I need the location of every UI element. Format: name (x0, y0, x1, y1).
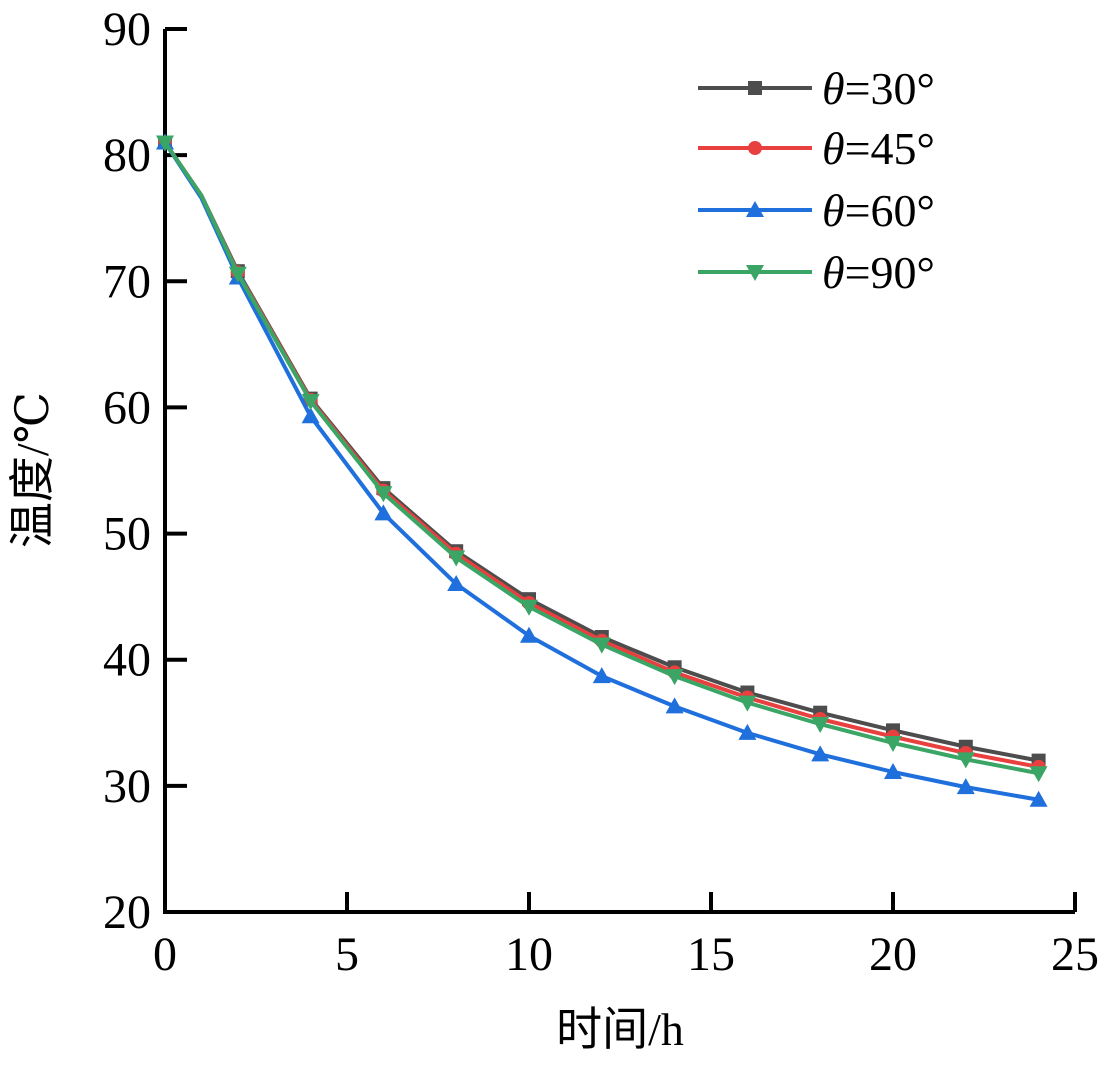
triangle-down-marker (746, 265, 764, 281)
triangle-up-marker (746, 201, 764, 217)
triangle-up-marker (738, 723, 757, 740)
axes: 20 30 40 50 60 70 80 90 0 5 10 15 20 25 (103, 3, 1099, 981)
triangle-up-marker (811, 745, 830, 762)
triangle-down-marker (884, 735, 902, 752)
triangle-up-marker (956, 778, 975, 795)
triangle-down-marker (156, 135, 174, 152)
triangle-down-marker (520, 599, 538, 616)
legend-value: =30° (845, 63, 935, 114)
theta-symbol: θ (822, 247, 845, 298)
x-tick-label: 0 (153, 928, 177, 981)
triangle-down-marker (228, 266, 247, 283)
theta-symbol: θ (822, 63, 845, 114)
legend-item: θ=30° (698, 63, 935, 114)
triangle-up-marker (665, 697, 684, 714)
y-tick-label: 80 (103, 129, 151, 182)
y-tick-label: 70 (103, 255, 151, 308)
circle-marker (748, 141, 762, 155)
triangle-up-marker (1029, 790, 1048, 807)
y-axis-label: 温度/℃ (7, 392, 58, 548)
legend-value: =90° (845, 247, 935, 298)
legend-value: =60° (845, 185, 935, 236)
triangle-up-marker (520, 626, 538, 643)
series-line (163, 141, 1039, 802)
legend-item: θ=90° (698, 247, 935, 298)
legend-item: θ=60° (698, 185, 935, 236)
triangle-down-marker (738, 695, 757, 712)
y-tick-label: 30 (103, 760, 151, 813)
x-tick-label: 15 (687, 928, 735, 981)
triangle-down-marker (592, 637, 611, 654)
triangle-down-marker (956, 752, 975, 769)
theta-symbol: θ (822, 123, 845, 174)
triangle-up-marker (374, 504, 393, 521)
triangle-down-marker (811, 717, 830, 734)
legend-value: =45° (845, 123, 935, 174)
x-tick-label: 5 (335, 928, 359, 981)
y-tick-label: 50 (103, 508, 151, 561)
triangle-up-marker (884, 762, 902, 779)
legend-item: θ=45° (698, 123, 935, 174)
triangle-up-marker (301, 407, 320, 424)
triangle-up-marker (447, 575, 466, 592)
legend: θ=30°θ=45°θ=60°θ=90° (698, 63, 935, 298)
triangle-down-marker (447, 550, 466, 567)
y-tick-label: 40 (103, 634, 151, 687)
theta-symbol: θ (822, 185, 845, 236)
triangle-down-marker (374, 486, 393, 503)
triangle-up-marker (592, 667, 611, 684)
legend-label: θ=45° (822, 123, 935, 174)
y-tick-label: 60 (103, 381, 151, 434)
triangle-down-marker (665, 669, 684, 686)
legend-label: θ=60° (822, 185, 935, 236)
y-tick-label: 20 (103, 886, 151, 939)
series-line (163, 141, 1039, 776)
series-3 (156, 135, 1048, 783)
x-axis-label: 时间/h (556, 1004, 684, 1055)
x-tick-label: 10 (505, 928, 553, 981)
triangle-down-marker (301, 394, 320, 411)
plot-area (156, 133, 1048, 807)
legend-label: θ=90° (822, 247, 935, 298)
triangle-down-marker (1029, 766, 1048, 783)
x-tick-label: 20 (869, 928, 917, 981)
square-marker (748, 81, 762, 95)
y-tick-label: 90 (103, 3, 151, 56)
legend-label: θ=30° (822, 63, 935, 114)
x-tick-label: 25 (1051, 928, 1099, 981)
